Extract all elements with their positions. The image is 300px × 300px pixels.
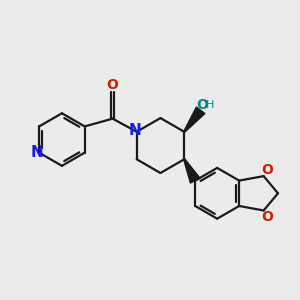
Polygon shape (184, 107, 205, 132)
Text: O: O (261, 210, 273, 224)
Text: O: O (261, 163, 273, 177)
Text: N: N (30, 145, 43, 160)
Polygon shape (184, 159, 200, 183)
Text: O: O (196, 98, 208, 112)
Text: N: N (129, 123, 142, 138)
Text: H: H (206, 100, 214, 110)
Text: O: O (107, 78, 118, 92)
